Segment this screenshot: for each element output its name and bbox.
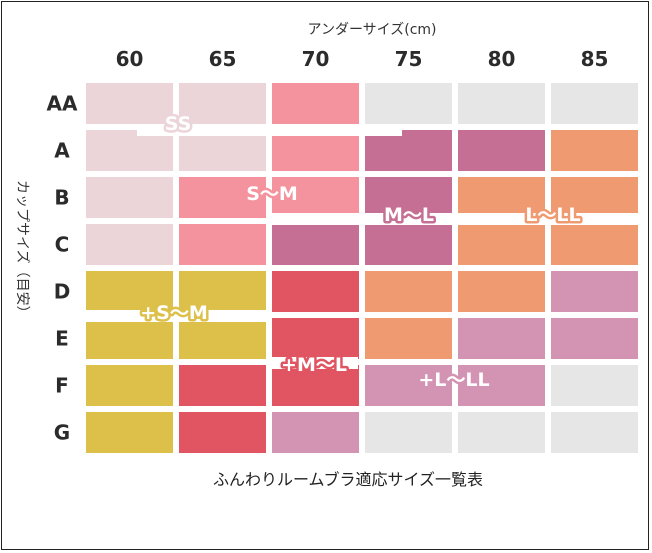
grid-cell	[272, 224, 359, 265]
separator-band	[86, 310, 176, 322]
column-label: 70	[302, 47, 330, 71]
grid-cell	[551, 412, 638, 453]
separator-band	[176, 310, 266, 322]
row-label: G	[54, 421, 70, 445]
grid-cell	[272, 83, 359, 124]
column-labels: 60 65 70 75 80 85	[116, 47, 609, 71]
grid-cell	[86, 318, 173, 359]
grid-cell	[86, 271, 173, 312]
grid-cell	[179, 318, 266, 359]
grid-cell	[179, 365, 266, 406]
grid-cell	[458, 318, 545, 359]
x-axis-title: アンダーサイズ(cm)	[308, 22, 437, 38]
separator-bands	[86, 124, 638, 369]
separator-band	[137, 124, 402, 136]
grid-cell	[458, 83, 545, 124]
row-label: E	[55, 327, 69, 351]
separator-band	[365, 215, 638, 225]
grid-cell	[458, 130, 545, 171]
grid-cell	[86, 177, 173, 218]
grid-cell	[86, 83, 173, 124]
row-label: B	[54, 186, 69, 210]
region-label: +S〜M	[140, 302, 208, 324]
grid-cell	[272, 318, 359, 359]
grid-cell	[179, 177, 266, 218]
grid-cell	[272, 177, 359, 218]
region-label: S〜M	[246, 183, 298, 205]
grid-cell	[458, 224, 545, 265]
grid-cell	[365, 365, 452, 406]
grid-cell	[458, 365, 545, 406]
row-label: AA	[47, 92, 78, 116]
grid-cell	[551, 177, 638, 218]
grid-cell	[551, 83, 638, 124]
grid-cell	[365, 318, 452, 359]
grid-cell	[458, 271, 545, 312]
region-label: M〜L	[384, 204, 434, 226]
y-axis-title: カップサイズ（目安）	[14, 180, 30, 320]
grid-cell	[86, 365, 173, 406]
grid-cell	[86, 224, 173, 265]
column-label: 60	[116, 47, 144, 71]
grid-cell	[272, 271, 359, 312]
grid-cell	[86, 412, 173, 453]
column-label: 80	[488, 47, 516, 71]
column-label: 85	[581, 47, 609, 71]
grid-cell	[551, 365, 638, 406]
region-label: SS	[165, 113, 192, 135]
grid-cell	[179, 130, 266, 171]
grid-cell	[365, 130, 452, 171]
row-label: A	[54, 139, 70, 163]
region-label: +L〜LL	[418, 369, 489, 391]
grid-cell	[551, 224, 638, 265]
grid-cell	[551, 130, 638, 171]
grid-cell	[179, 224, 266, 265]
grid-cell	[365, 271, 452, 312]
grid-cell	[179, 271, 266, 312]
row-label: C	[55, 233, 70, 257]
grid-cell	[458, 177, 545, 218]
row-label: D	[54, 280, 71, 304]
grid-cell	[179, 412, 266, 453]
grid-cell	[272, 412, 359, 453]
column-label: 75	[395, 47, 423, 71]
grid-cell	[365, 412, 452, 453]
grid-cell	[365, 224, 452, 265]
chart-caption: ふんわりルームブラ適応サイズ一覧表	[213, 470, 483, 489]
column-label: 65	[209, 47, 237, 71]
grid-cell	[458, 412, 545, 453]
region-labels: SS S〜M M〜L L〜LL +S〜M +M〜L +L〜LL	[138, 111, 583, 394]
grid-cell	[365, 83, 452, 124]
region-label: L〜LL	[525, 204, 580, 226]
grid-cell	[179, 83, 266, 124]
grid-cell	[551, 318, 638, 359]
grid-cell	[86, 130, 173, 171]
separator-band	[266, 357, 358, 369]
size-grid	[86, 83, 638, 453]
grid-cell	[365, 177, 452, 218]
grid-cell	[272, 365, 359, 406]
region-label: +M〜L	[281, 354, 347, 376]
grid-cell	[551, 271, 638, 312]
grid-cell	[272, 130, 359, 171]
row-label: F	[55, 374, 69, 398]
